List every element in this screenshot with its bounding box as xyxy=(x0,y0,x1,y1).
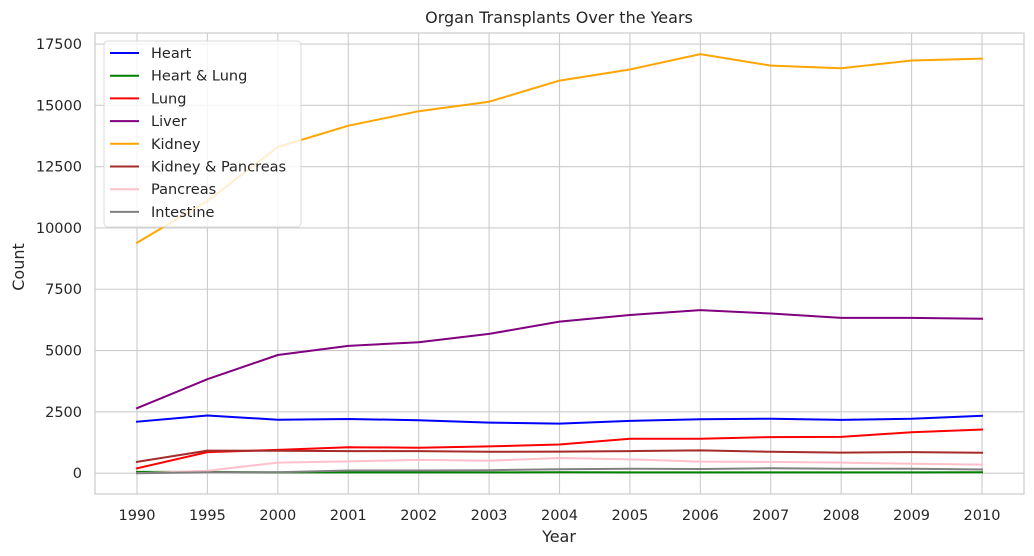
x-tick-label: 2001 xyxy=(330,508,367,524)
y-tick-label: 7500 xyxy=(45,282,82,298)
y-tick-label: 0 xyxy=(73,466,82,482)
legend-label-liver: Liver xyxy=(151,114,187,130)
series-line-intestine xyxy=(135,467,984,475)
y-tick-label: 5000 xyxy=(45,344,82,360)
y-axis-label: Count xyxy=(9,243,28,291)
plot-frame xyxy=(94,32,1025,495)
legend-box xyxy=(103,40,302,228)
x-tick-label: 2010 xyxy=(964,508,1001,524)
x-tick-label: 2000 xyxy=(259,508,296,524)
x-tick-label: 2002 xyxy=(400,508,437,524)
series-line-liver xyxy=(135,309,984,410)
legend-label-heart-lung: Heart & Lung xyxy=(151,69,247,85)
series-layer xyxy=(135,53,984,475)
legend-label-kidney-pancreas: Kidney & Pancreas xyxy=(151,160,286,176)
x-tick-label: 2006 xyxy=(682,508,719,524)
x-tick-label: 2003 xyxy=(471,508,508,524)
y-tick-label: 2500 xyxy=(45,405,82,421)
legend-label-heart: Heart xyxy=(151,46,192,62)
x-tick-label: 1990 xyxy=(119,508,156,524)
legend-label-lung: Lung xyxy=(151,91,186,107)
x-tick-label: 2005 xyxy=(611,508,648,524)
x-axis-label: Year xyxy=(541,527,576,546)
y-tick-label: 15000 xyxy=(36,98,82,114)
legend: Heart Heart & Lung Lung Liver Kidney Kidney &… xyxy=(103,40,302,228)
chart-title: Organ Transplants Over the Years xyxy=(425,8,693,27)
x-tick-label: 2004 xyxy=(541,508,578,524)
x-tick-label: 1995 xyxy=(189,508,226,524)
legend-label-intestine: Intestine xyxy=(151,205,215,221)
legend-label-pancreas: Pancreas xyxy=(151,182,216,198)
x-tick-label: 2007 xyxy=(752,508,789,524)
y-tick-labels: 0 2500 5000 7500 10000 12500 15000 17500 xyxy=(36,37,82,482)
legend-label-kidney: Kidney xyxy=(151,137,201,153)
y-tick-label: 17500 xyxy=(36,37,82,53)
y-tick-label: 10000 xyxy=(36,221,82,237)
x-tick-label: 2009 xyxy=(893,508,930,524)
x-tick-label: 2008 xyxy=(823,508,860,524)
x-tick-labels: 1990 1995 2000 2001 2002 2003 2004 2005 2006 2007… xyxy=(119,508,1001,524)
series-line-pancreas xyxy=(135,457,984,475)
y-tick-label: 12500 xyxy=(36,160,82,176)
series-line-heart xyxy=(135,414,984,425)
series-line-kidney-pancreas xyxy=(135,449,984,464)
